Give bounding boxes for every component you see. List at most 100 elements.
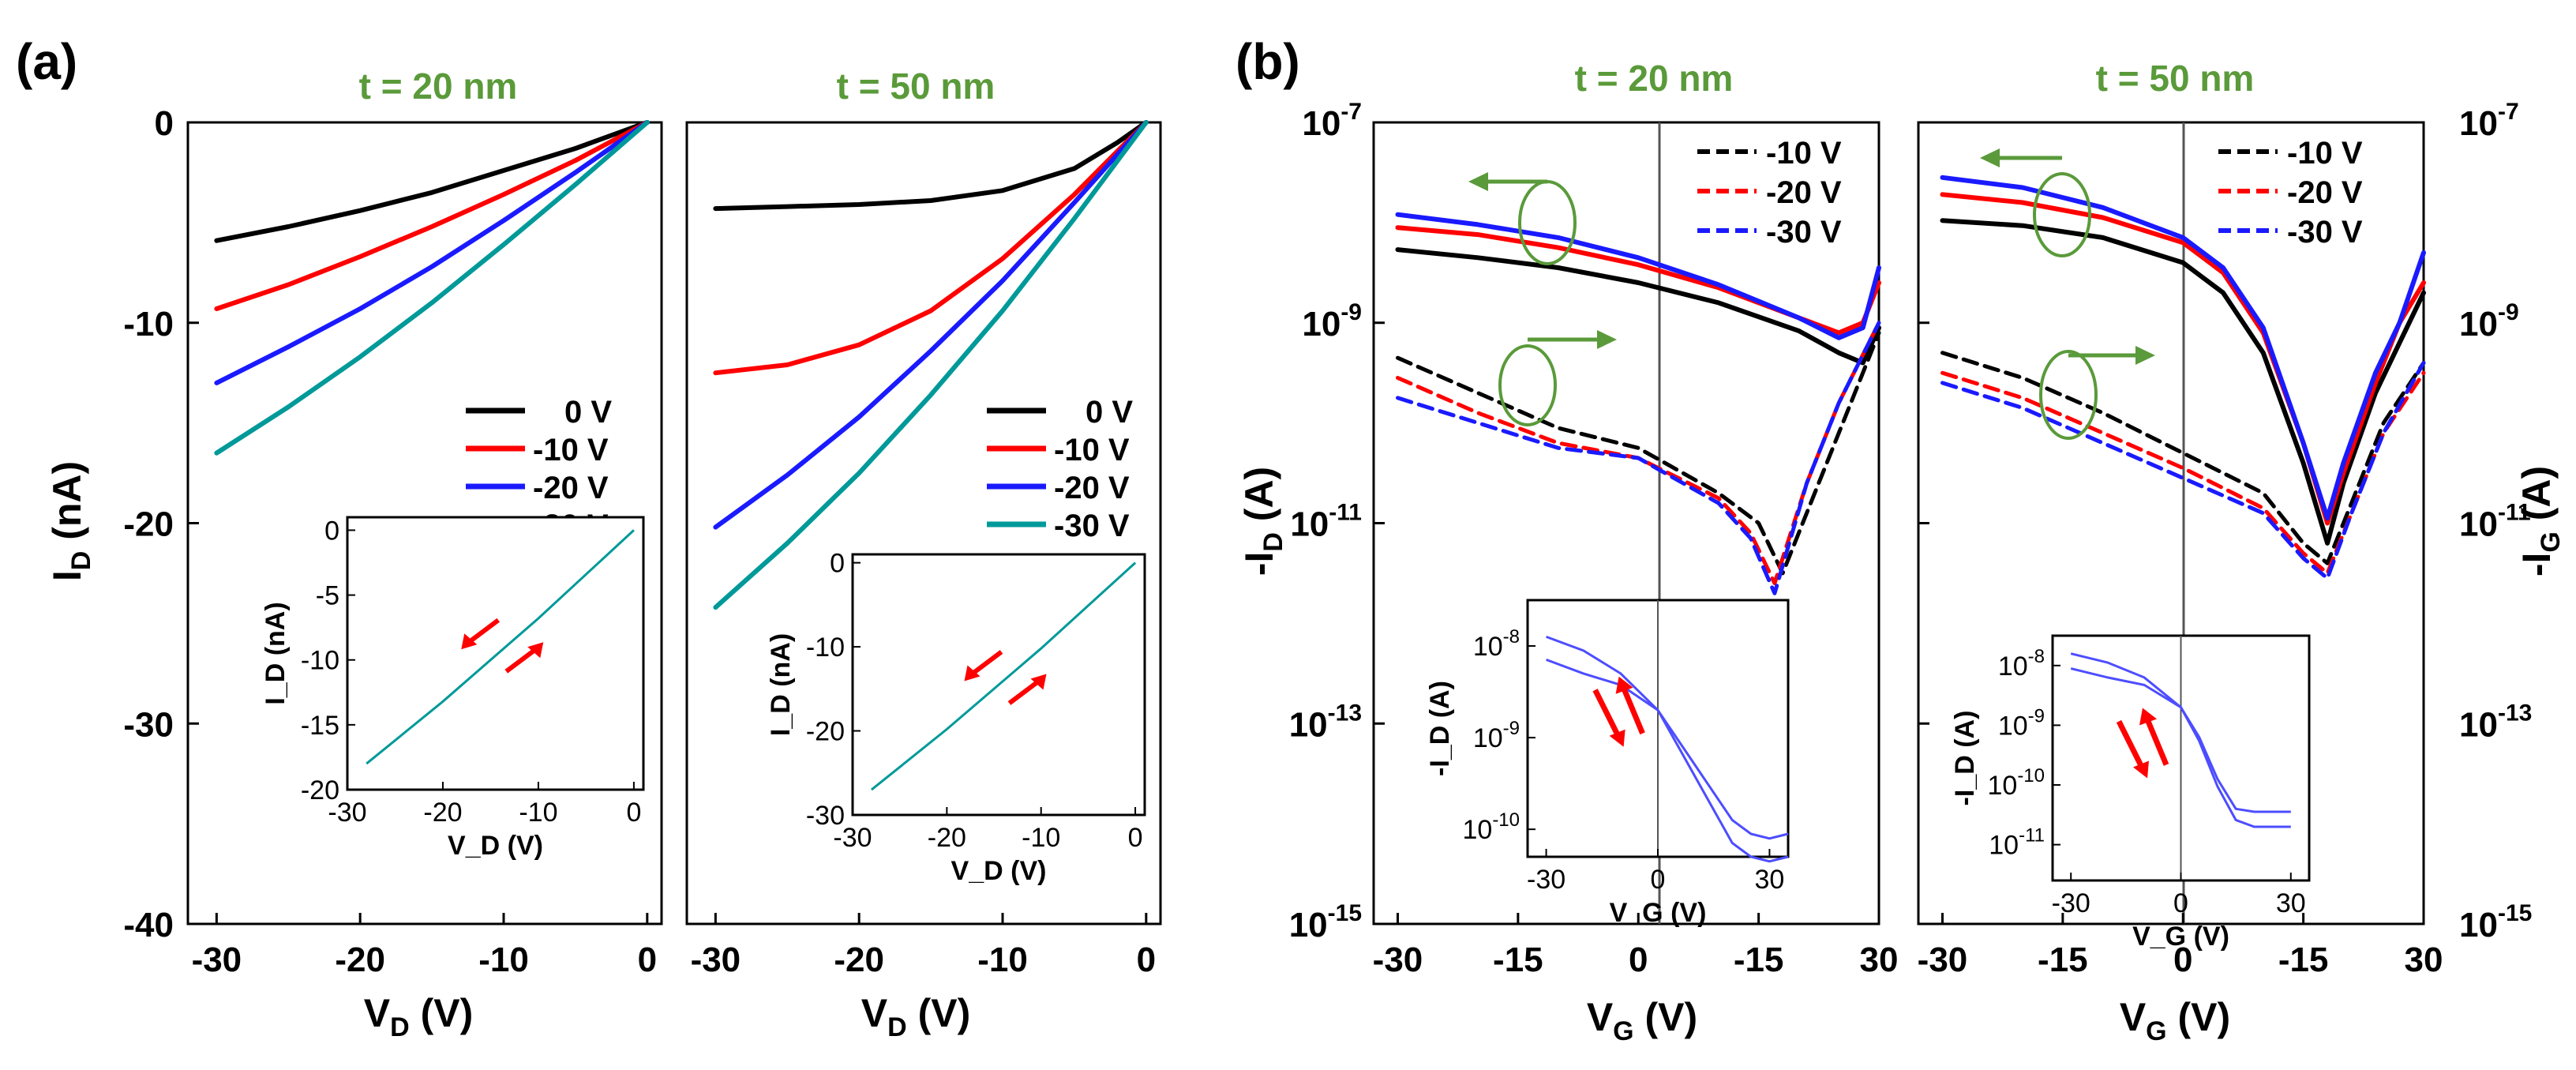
arrow-left-head xyxy=(1980,148,2000,167)
inset-y-tick-label: -30 xyxy=(806,801,845,831)
inset-arrow-right-head xyxy=(527,642,544,659)
inset-curve xyxy=(870,561,1137,791)
inset-arrow-down xyxy=(1592,689,1622,739)
inset-y-tick-label: 0 xyxy=(830,549,845,579)
x-tick-label: -20 xyxy=(834,940,884,979)
y-tick-label: 10-13 xyxy=(1289,700,1362,744)
series-line-0V xyxy=(713,120,1149,212)
inset-y-tick-label: -20 xyxy=(301,775,339,805)
x-tick-label: 30 xyxy=(1860,940,1899,979)
inset-arrow-down xyxy=(2116,719,2146,771)
series-line-m30V xyxy=(214,120,650,456)
inset-y-tick-label: -10 xyxy=(301,646,339,676)
x-tick-label: -30 xyxy=(1918,940,1968,979)
chart-a1-title: t = 20 nm xyxy=(359,66,518,107)
legend-label: 0 V xyxy=(1086,395,1133,430)
inset-frame xyxy=(346,516,645,791)
legend-label: -30 V xyxy=(2287,215,2363,250)
panel-b-label: (b) xyxy=(1236,33,1300,90)
legend-label: -10 V xyxy=(2287,136,2363,171)
inset-y-tick-label: -5 xyxy=(316,581,339,611)
y-tick-label: 10-15 xyxy=(2459,900,2532,944)
x-tick-label: -15 xyxy=(1734,940,1784,979)
series-line-dashed-m20V xyxy=(1940,370,2426,576)
y-tick-label: 10-11 xyxy=(1290,500,1362,544)
y-tick-label: -10 xyxy=(123,305,174,344)
inset-x-tick-label: -30 xyxy=(1527,865,1565,895)
inset-ylabel: -I_D (A) xyxy=(1950,711,1980,806)
x-tick-label: -10 xyxy=(478,940,529,979)
series-line-dashed-m20V xyxy=(1396,321,1881,586)
y-tick-label: 10-7 xyxy=(1302,99,1362,143)
chart-a1-xlabel: VD (V) xyxy=(364,991,473,1042)
x-tick-label: 0 xyxy=(638,940,657,979)
ellipse-marker-upper xyxy=(2033,172,2091,257)
chart-a2-series xyxy=(713,120,1149,610)
inset-y-tick-label: 10-10 xyxy=(1462,809,1520,845)
y-tick-label: 10-15 xyxy=(1289,900,1362,944)
inset-y-tick-label: 10-11 xyxy=(1989,825,2045,861)
inset-curve-reverse xyxy=(1546,658,1789,863)
legend-label: -10 V xyxy=(1054,433,1130,467)
series-line-m10V xyxy=(1395,247,1881,366)
series-line-dashed-m30V xyxy=(1940,361,2426,580)
inset-xlabel: V_D (V) xyxy=(951,856,1047,886)
series-line-0V xyxy=(214,120,650,243)
panel-b-ylabel-left: -ID (A) xyxy=(1237,467,1288,576)
ellipse-marker-lower xyxy=(2039,350,2098,440)
inset-arrow-right xyxy=(504,645,540,674)
series-line-dashed-m30V xyxy=(1396,321,1881,595)
chart-a2-ticks: -30 -20 -10 0 xyxy=(691,913,1156,979)
inset-x-tick-label: -20 xyxy=(423,798,462,828)
inset-y-tick-label: 0 xyxy=(324,516,339,546)
x-tick-label: -10 xyxy=(977,940,1028,979)
series-line-m30V xyxy=(1395,212,1881,340)
panel-a-ylabel: ID (nA) xyxy=(45,461,96,581)
inset-arrow-down-head xyxy=(1609,729,1625,747)
chart-a2-inset: -30 -20 -10 0 0 -10 -20 -30 V_D (V) I_D (nA) xyxy=(766,549,1146,886)
y-tick-label: 10-9 xyxy=(1302,299,1362,344)
chart-b2-legend: -10 V -20 V -30 V xyxy=(2218,136,2363,250)
legend-label: -20 V xyxy=(2287,175,2363,210)
chart-a1-series xyxy=(214,120,650,456)
x-tick-label: -15 xyxy=(2278,940,2329,979)
legend-label: -10 V xyxy=(533,433,609,467)
arrow-right-head xyxy=(1597,330,1617,349)
inset-xlabel: V_G (V) xyxy=(2132,922,2229,952)
arrow-left-head xyxy=(1468,172,1488,191)
inset-y-tick-label: -10 xyxy=(806,633,845,663)
inset-ylabel: I_D (nA) xyxy=(261,602,291,704)
inset-x-tick-label: 0 xyxy=(2173,888,2188,918)
inset-ylabel: I_D (nA) xyxy=(766,633,796,736)
series-line-m20V xyxy=(214,120,650,385)
ellipse-marker-upper xyxy=(1518,180,1577,265)
x-tick-label: -15 xyxy=(2038,940,2088,979)
x-tick-label: 0 xyxy=(1137,940,1156,979)
inset-xlabel: V_D (V) xyxy=(448,831,543,861)
inset-arrow-left-head xyxy=(964,665,981,681)
inset-curve-reverse xyxy=(2070,667,2291,828)
x-tick-label: -30 xyxy=(691,940,741,979)
chart-b1-inset: -30 0 30 10-8 10-9 10-10 V_G (V) -I_D (A) xyxy=(1425,599,1790,928)
chart-b1-xlabel: VG (V) xyxy=(1587,995,1697,1046)
chart-b1-series xyxy=(1395,212,1881,595)
x-tick-label: 30 xyxy=(2405,940,2443,979)
series-line-m20V xyxy=(713,120,1149,530)
inset-arrow-up xyxy=(1620,685,1645,735)
series-line-m10V xyxy=(214,120,650,311)
y-tick-label: 10-11 xyxy=(2459,500,2531,544)
inset-curve xyxy=(1546,635,1789,840)
inset-arrow-left-head xyxy=(461,633,478,650)
legend-label: -20 V xyxy=(533,471,609,505)
inset-y-tick-label: -15 xyxy=(301,711,339,741)
legend-label: -20 V xyxy=(1054,471,1130,505)
y-tick-label: 10-13 xyxy=(2459,700,2532,744)
x-tick-label: 0 xyxy=(2173,940,2192,979)
chart-a2-legend: 0 V-10 V -20 V -30 V xyxy=(987,395,1133,543)
x-tick-label: -15 xyxy=(1493,940,1543,979)
legend-label: 0 V xyxy=(564,395,612,430)
y-tick-label: -30 xyxy=(123,705,174,744)
inset-arrow-down-head xyxy=(2133,760,2149,779)
chart-b1-title: t = 20 nm xyxy=(1575,58,1734,99)
